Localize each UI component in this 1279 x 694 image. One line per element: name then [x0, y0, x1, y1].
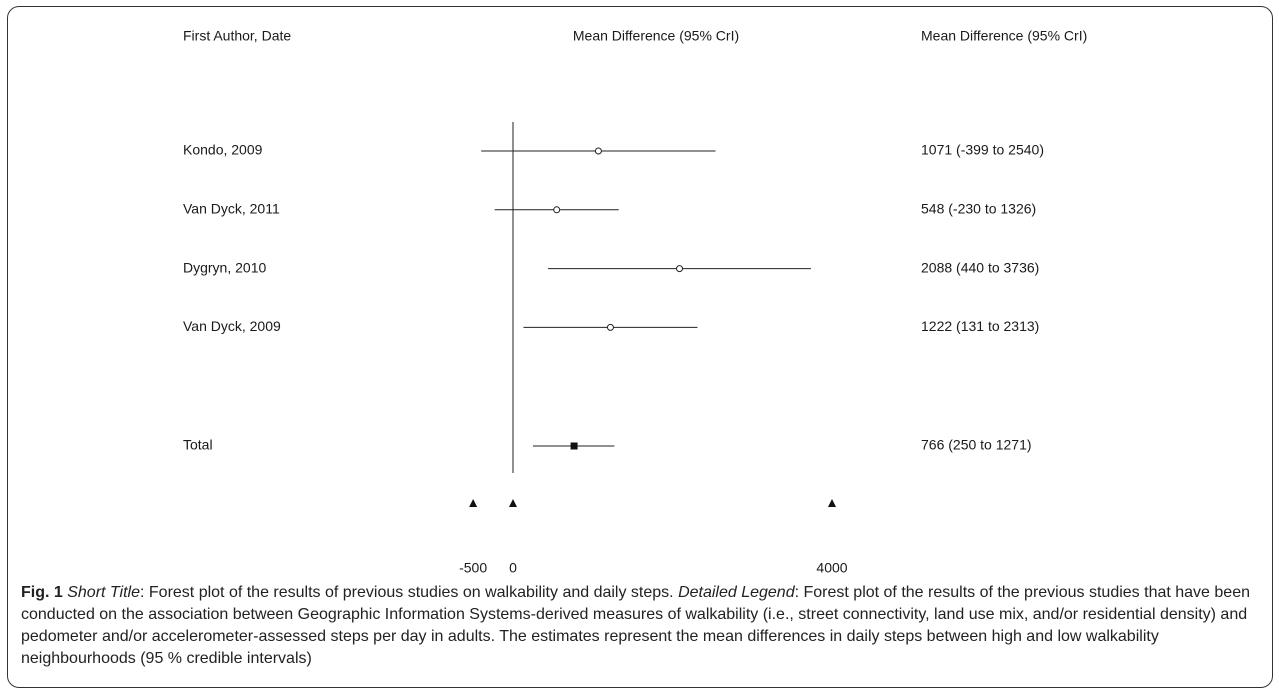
total-label: Total [183, 437, 213, 453]
figure-frame [7, 6, 1273, 688]
study-label: Van Dyck, 2009 [183, 318, 281, 334]
figure-label: Fig. 1 [21, 584, 63, 601]
header-estimate: Mean Difference (95% CrI) [921, 28, 1087, 44]
study-point [594, 147, 602, 155]
header-plot: Mean Difference (95% CrI) [573, 28, 739, 44]
axis-tick-label: 4000 [816, 560, 847, 576]
axis-tick-marker [828, 499, 836, 507]
study-estimate-text: 1222 (131 to 2313) [921, 318, 1039, 334]
axis-tick-label: 0 [509, 560, 517, 576]
short-title-label: Short Title [67, 584, 141, 601]
axis-tick-marker [509, 499, 517, 507]
study-point [606, 323, 614, 331]
short-title-text: : Forest plot of the results of previous… [140, 584, 679, 601]
study-estimate-text: 548 (-230 to 1326) [921, 201, 1036, 217]
axis-tick-marker [469, 499, 478, 507]
total-point [570, 442, 578, 450]
study-label: Van Dyck, 2011 [183, 201, 280, 217]
study-estimate-text: 2088 (440 to 3736) [921, 259, 1039, 275]
study-point [553, 206, 561, 214]
forest-plot: First Author, Date Mean Difference (95% C… [183, 28, 1087, 576]
total-estimate-text: 766 (250 to 1271) [921, 437, 1032, 453]
axis-tick-label: -500 [459, 560, 487, 576]
study-label: Dygryn, 2010 [183, 259, 266, 275]
study-point [676, 265, 684, 273]
detailed-legend-text: : Forest plot of the results of the prev… [21, 584, 1250, 667]
detailed-legend-label: Detailed Legend [678, 584, 795, 601]
study-estimate-text: 1071 (-399 to 2540) [921, 142, 1044, 158]
header-study: First Author, Date [183, 28, 291, 44]
figure-caption: Fig. 1 Short Title: Forest plot of the r… [21, 582, 1266, 670]
study-label: Kondo, 2009 [183, 142, 263, 158]
